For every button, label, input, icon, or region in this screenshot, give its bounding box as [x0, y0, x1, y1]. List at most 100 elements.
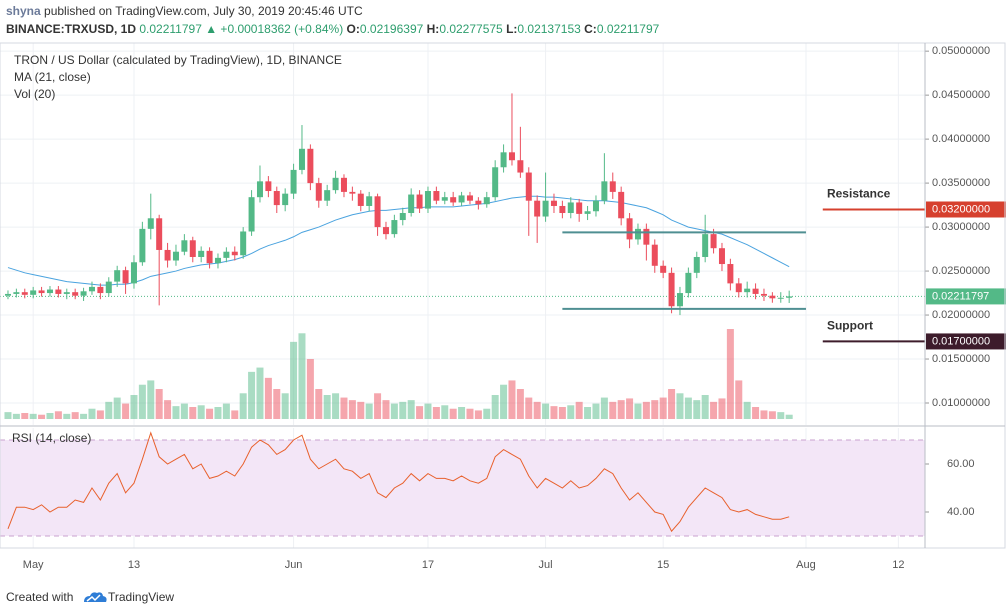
- volume-bar: [525, 397, 533, 419]
- candle-body: [55, 289, 62, 294]
- volume-bar: [390, 403, 398, 419]
- candle-body: [122, 270, 129, 284]
- candle-body: [676, 293, 683, 307]
- candle-body: [760, 293, 767, 296]
- volume-bar: [130, 395, 138, 419]
- volume-bar: [500, 384, 508, 419]
- candle-body: [752, 288, 759, 294]
- volume-bar: [399, 401, 407, 419]
- volume-bar: [147, 380, 155, 419]
- volume-bar: [382, 400, 390, 419]
- level-text: Support: [827, 319, 873, 333]
- candle-body: [609, 181, 616, 192]
- level-price-box: [926, 333, 1006, 350]
- candle-body: [534, 200, 541, 217]
- rsi-band: [0, 440, 925, 536]
- frame: [0, 42, 1006, 549]
- c-label: C:: [584, 22, 597, 36]
- volume-bar: [567, 405, 575, 419]
- volume-bar: [466, 408, 474, 419]
- volume-bar: [743, 401, 751, 419]
- candle-body: [592, 200, 599, 212]
- footer-brand: TradingView: [108, 590, 174, 604]
- candle-body: [340, 177, 347, 192]
- volume-bar: [659, 397, 667, 419]
- author: shyna: [6, 4, 41, 18]
- volume-bar: [54, 411, 62, 419]
- candle-body: [500, 152, 507, 168]
- candle-body: [786, 296, 793, 298]
- candle-body: [4, 293, 11, 296]
- candle-body: [710, 234, 717, 249]
- volume-bar: [138, 384, 146, 419]
- volume-bar: [46, 413, 54, 419]
- x-tick-label: Aug: [796, 559, 816, 571]
- x-tick-label: Jun: [285, 559, 303, 571]
- volume-bar: [449, 408, 457, 419]
- level-price-label: 0.03200000: [932, 203, 990, 215]
- candle-body: [80, 291, 87, 296]
- candle-body: [164, 249, 171, 261]
- candle-body: [408, 194, 415, 214]
- candle-body: [660, 265, 667, 273]
- volume-bar: [248, 371, 256, 419]
- candle-body: [130, 262, 137, 284]
- volume-bar: [617, 400, 625, 419]
- candle-body: [231, 251, 238, 256]
- last-price-label: 0.02211797: [932, 290, 989, 302]
- volume-bar: [684, 397, 692, 419]
- volume-bar: [164, 400, 172, 419]
- volume-bar: [155, 389, 163, 419]
- volume-bar: [180, 403, 188, 419]
- candle-body: [433, 191, 440, 201]
- candle-body: [63, 292, 70, 294]
- candle-body: [634, 228, 641, 240]
- volume-bar: [407, 400, 415, 419]
- volume-bar: [172, 406, 180, 419]
- candle-body: [685, 272, 692, 294]
- ma-line: [7, 195, 790, 286]
- candle-body: [718, 248, 725, 265]
- published: published on TradingView.com, July 30, 2…: [44, 4, 363, 18]
- volume-bar: [12, 413, 20, 419]
- volume-bar: [642, 401, 650, 419]
- volume-bar: [416, 406, 424, 419]
- volume-bar: [323, 395, 331, 419]
- candle-body: [256, 181, 263, 198]
- candle-body: [147, 218, 154, 229]
- volume-bar: [348, 400, 356, 419]
- header-line-2: BINANCE:TRXUSD, 1D 0.02211797 ▲ +0.00018…: [6, 22, 660, 36]
- candle-body: [702, 234, 709, 257]
- volume-bar: [264, 377, 272, 419]
- candle-body: [240, 231, 247, 256]
- volume-bar: [676, 393, 684, 419]
- candle-body: [290, 169, 297, 194]
- rsi-legend: RSI (14, close): [12, 431, 91, 445]
- candle-body: [643, 228, 650, 245]
- volume-bar: [306, 359, 314, 419]
- volume-bar: [281, 393, 289, 419]
- level-price-label: 0.01700000: [932, 335, 990, 347]
- candle-body: [223, 251, 230, 258]
- volume-bar: [365, 403, 373, 419]
- candle-body: [156, 218, 163, 250]
- header-line-1: shyna published on TradingView.com, July…: [6, 4, 363, 18]
- volume-bar: [88, 408, 96, 419]
- y-tick-label: 0.05000000: [932, 45, 990, 57]
- candle-body: [668, 272, 675, 307]
- volume-bar: [634, 403, 642, 419]
- y-tick-label: 0.03000000: [932, 221, 990, 233]
- y-tick-label: 0.02000000: [932, 309, 990, 321]
- candle-body: [114, 270, 121, 282]
- volume-bar: [189, 407, 197, 419]
- volume-bar: [609, 401, 617, 419]
- y-tick-label: 0.04500000: [932, 89, 990, 101]
- candle-body: [601, 181, 608, 201]
- candle-body: [567, 202, 574, 214]
- candle-body: [483, 197, 490, 205]
- volume-bar: [735, 380, 743, 419]
- chart-title: TRON / US Dollar (calculated by TradingV…: [14, 53, 342, 67]
- candle-body: [248, 197, 255, 232]
- volume-bar: [710, 401, 718, 419]
- volume-bar: [80, 413, 88, 419]
